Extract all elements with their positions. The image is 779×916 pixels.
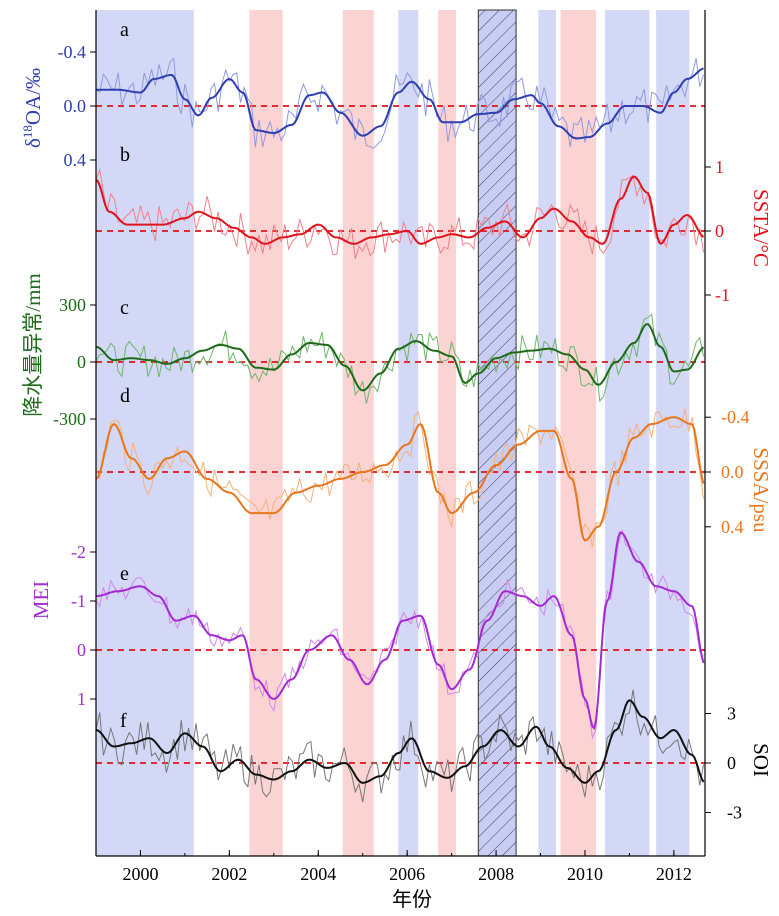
x-tick-label: 2004 xyxy=(300,864,336,884)
raw-series-f xyxy=(95,689,704,803)
panel-label-c: c xyxy=(120,297,129,319)
x-tick-label: 2008 xyxy=(478,864,514,884)
la-nina-band xyxy=(96,10,194,856)
shading-layer xyxy=(96,9,690,857)
y-tick-label-c: 300 xyxy=(59,295,86,315)
y-axis-title-b: SSTA/°C xyxy=(749,189,773,267)
y-tick-label-a: 0.4 xyxy=(64,150,87,170)
y-axis-title-a: δ18OA/‰ xyxy=(20,68,45,148)
el-nino-band xyxy=(249,10,283,856)
la-nina-band xyxy=(656,10,690,856)
y-axis-title-e: MEI xyxy=(29,581,53,620)
y-tick-label-d: 0.0 xyxy=(721,462,744,482)
x-tick-label: 2006 xyxy=(389,864,425,884)
smooth-series-f xyxy=(95,699,705,784)
el-nino-band xyxy=(438,10,457,856)
y-tick-label-e: 0 xyxy=(77,640,86,660)
y-tick-label-e: -1 xyxy=(71,591,86,611)
panel-f: f 3 0 -3 SOI xyxy=(95,689,773,823)
panel-label-b: b xyxy=(120,144,130,166)
y-tick-label-f: 0 xyxy=(727,753,736,773)
x-tick-label: 2010 xyxy=(567,864,603,884)
x-tick-label: 2012 xyxy=(656,864,692,884)
y-tick-label-c: 0 xyxy=(77,352,86,372)
raw-series-b xyxy=(95,167,704,260)
y-tick-label-b: -1 xyxy=(715,285,730,305)
smooth-series-e xyxy=(95,531,705,731)
y-tick-label-f: -3 xyxy=(727,803,742,823)
raw-series-a xyxy=(95,57,704,149)
hatched-band xyxy=(477,9,517,857)
smooth-series-a xyxy=(96,67,704,140)
plot-frame: 2000 2002 2004 2006 2008 2010 2012 xyxy=(95,10,706,884)
x-axis-label: 年份 xyxy=(392,888,432,911)
y-tick-label-d: 0.4 xyxy=(721,517,744,537)
x-tick-label: 2002 xyxy=(211,864,247,884)
panel-label-f: f xyxy=(120,710,127,732)
y-title-sup: 18 xyxy=(20,125,35,138)
y-title-rest: OA/‰ xyxy=(21,68,45,125)
la-nina-band xyxy=(538,10,557,856)
panel-label-e: e xyxy=(120,563,129,585)
panel-b: b 1 0 -1 SSTA/°C xyxy=(95,144,773,305)
smooth-series-d xyxy=(95,416,705,542)
panel-label-d: d xyxy=(120,385,130,407)
y-tick-label-e: -2 xyxy=(71,542,86,562)
y-tick-label-d: -0.4 xyxy=(721,407,750,427)
y-tick-label-a: -0.4 xyxy=(58,42,87,62)
raw-series-c xyxy=(95,313,704,404)
y-tick-label-b: 0 xyxy=(715,221,724,241)
x-tick-label: 2000 xyxy=(122,864,158,884)
panel-a: a -0.4 0.0 0.4 δ18OA/‰ xyxy=(20,19,705,170)
panel-c: c 300 0 -300 降水量异常/mm xyxy=(21,273,705,429)
panel-e: e -2 -1 0 1 MEI xyxy=(29,529,705,740)
panel-d: d -0.4 0.0 0.4 SSSA/psu xyxy=(95,385,773,548)
y-axis-title-c: 降水量异常/mm xyxy=(21,273,45,417)
smooth-series-b xyxy=(95,175,705,246)
y-title-part: δ xyxy=(21,138,45,148)
panel-label-a: a xyxy=(120,19,129,41)
y-tick-label-e: 1 xyxy=(77,689,86,709)
y-tick-label-a: 0.0 xyxy=(64,96,87,116)
el-nino-band xyxy=(342,10,374,856)
smooth-series-c xyxy=(95,323,705,392)
panels-layer: a-0.40.00.4δ18OA/‰b10-1SSTA/°Cc3000-300降… xyxy=(20,19,773,823)
y-axis-title-f: SOI xyxy=(749,743,773,777)
y-tick-label-f: 3 xyxy=(727,704,736,724)
y-axis-title-d: SSSA/psu xyxy=(749,447,773,533)
y-tick-label-c: -300 xyxy=(53,409,86,429)
y-tick-label-b: 1 xyxy=(715,157,724,177)
